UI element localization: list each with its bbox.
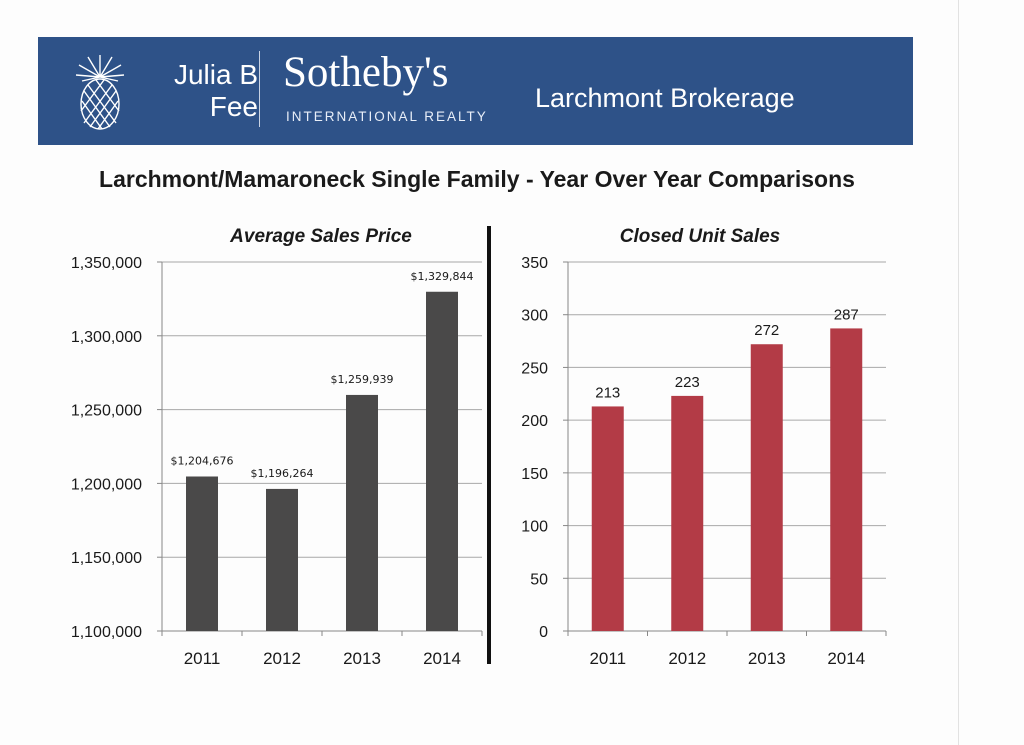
- price-bar-2011: [186, 476, 218, 631]
- header-banner: Julia B Fee Sotheby's INTERNATIONAL REAL…: [38, 37, 913, 145]
- brand-subtitle: INTERNATIONAL REALTY: [286, 109, 488, 124]
- units-data-label-2012: 223: [675, 374, 700, 391]
- chart-divider: [487, 226, 491, 664]
- units-category-label-2011: 2011: [589, 649, 626, 668]
- page-edge: [958, 0, 959, 745]
- units-bar-2013: [750, 344, 783, 631]
- chart-title-closed-unit-sales: Closed Unit Sales: [619, 226, 781, 247]
- price-bar-2012: [266, 488, 298, 631]
- price-data-label-2012: $1,196,264: [251, 467, 314, 480]
- chart-title-average-sales-price: Average Sales Price: [230, 226, 412, 247]
- brand-name: Sotheby's: [283, 49, 449, 96]
- units-data-label-2014: 287: [834, 306, 859, 323]
- brand-line2: Fee: [209, 91, 258, 122]
- price-data-label-2013: $1,259,939: [331, 373, 394, 386]
- price-bar-2013: [346, 394, 378, 631]
- price-ytick-label: 1,100,000: [71, 624, 142, 641]
- price-category-label-2012: 2012: [263, 649, 301, 668]
- price-ytick-label: 1,350,000: [71, 255, 142, 272]
- units-bar-2014: [830, 328, 863, 631]
- brand-divider: [259, 51, 260, 127]
- price-bar-2014: [426, 291, 458, 631]
- units-data-label-2011: 213: [595, 384, 620, 401]
- units-ytick-label: 350: [521, 255, 548, 272]
- page-title: Larchmont/Mamaroneck Single Family - Yea…: [99, 166, 855, 192]
- units-ytick-label: 200: [521, 413, 548, 430]
- brokerage-name: Larchmont Brokerage: [535, 83, 795, 113]
- price-category-label-2014: 2014: [423, 649, 461, 668]
- price-category-label-2013: 2013: [343, 649, 381, 668]
- units-category-label-2012: 2012: [668, 649, 706, 668]
- price-data-label-2014: $1,329,844: [411, 270, 474, 283]
- pineapple-logo-icon: [75, 55, 125, 130]
- units-ytick-label: 250: [521, 360, 548, 377]
- price-ytick-label: 1,200,000: [71, 476, 142, 493]
- units-ytick-label: 100: [521, 519, 548, 536]
- price-ytick-label: 1,250,000: [71, 403, 142, 420]
- units-ytick-label: 300: [521, 308, 548, 325]
- price-data-label-2011: $1,204,676: [171, 454, 234, 467]
- price-ytick-label: 1,300,000: [71, 329, 142, 346]
- brand-line1: Julia B: [173, 59, 258, 90]
- units-bar-2011: [591, 406, 624, 631]
- units-ytick-label: 50: [530, 571, 548, 588]
- units-bar-2012: [671, 395, 704, 631]
- units-data-label-2013: 272: [754, 322, 779, 339]
- price-category-label-2011: 2011: [184, 649, 221, 668]
- units-category-label-2014: 2014: [827, 649, 865, 668]
- brand-julia-fee: Julia B Fee: [138, 59, 258, 123]
- units-category-label-2013: 2013: [748, 649, 786, 668]
- units-ytick-label: 150: [521, 466, 548, 483]
- units-ytick-label: 0: [539, 624, 548, 641]
- price-ytick-label: 1,150,000: [71, 550, 142, 567]
